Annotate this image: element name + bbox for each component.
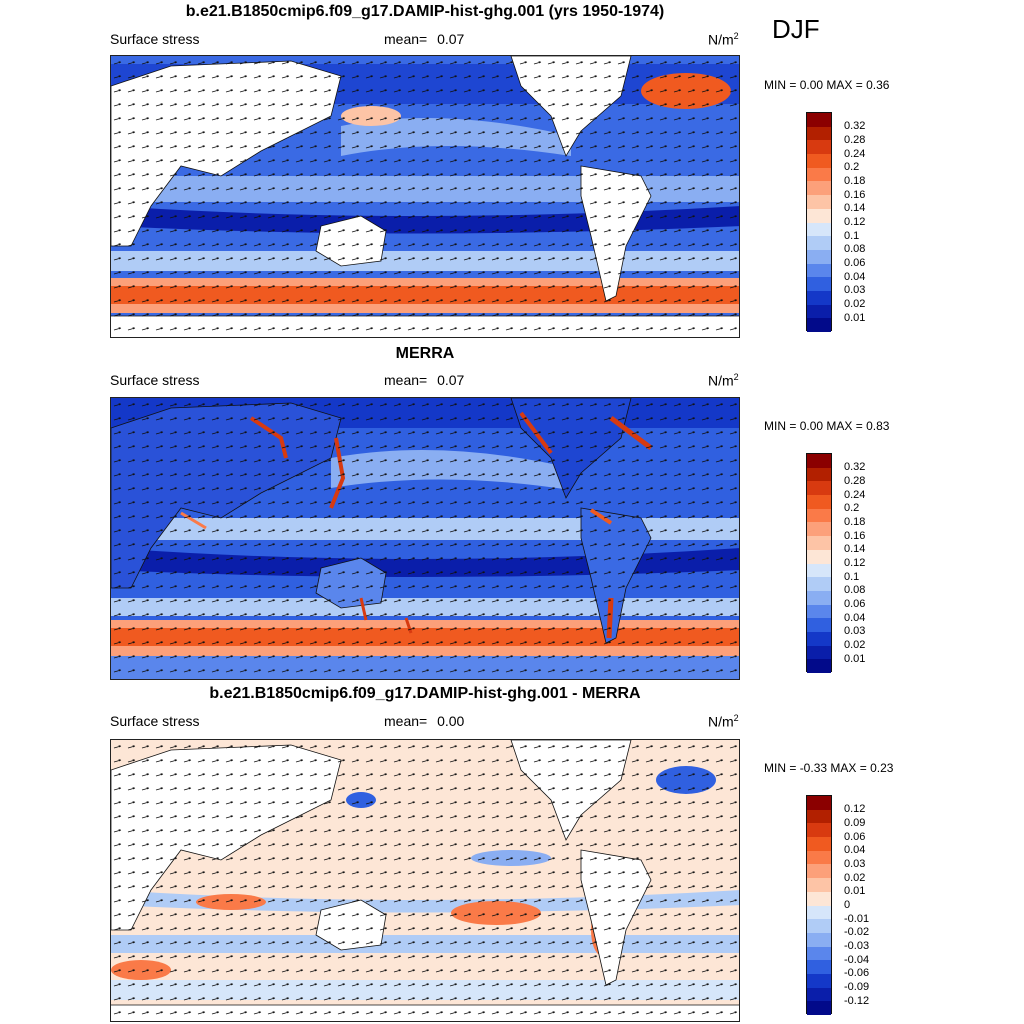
- panel-3-cbar-tick: 0.04: [844, 844, 866, 856]
- panel-2-cbar-tick: 0.1: [844, 571, 860, 583]
- panel-2-mean: mean= 0.07: [384, 372, 464, 388]
- panel-3-mean: mean= 0.00: [384, 713, 464, 729]
- panel-1-cbar-tick: 0.12: [844, 216, 866, 228]
- panel-2-units: N/m2: [708, 372, 739, 389]
- panel-3-mean-label: mean=: [384, 713, 428, 729]
- panel-3-cbar-tick: 0.06: [844, 831, 866, 843]
- panel-1-colorbar: [806, 112, 832, 332]
- panel-2-cbar-tick: 0.28: [844, 475, 866, 487]
- panel-3-cbar-tick: -0.04: [844, 954, 870, 966]
- panel-2-mean-value: 0.07: [437, 372, 465, 388]
- panel-1-cbar-tick: 0.02: [844, 298, 866, 310]
- panel-3-colorbar: [806, 795, 832, 1015]
- panel-1-cbar-tick: 0.18: [844, 175, 866, 187]
- panel-3-mean-value: 0.00: [437, 713, 465, 729]
- panel-1-minmax: MIN = 0.00 MAX = 0.36: [764, 78, 890, 92]
- panel-1-cbar-tick: 0.2: [844, 161, 860, 173]
- panel-1-mean: mean= 0.07: [384, 31, 464, 47]
- panel-1-title: b.e21.B1850cmip6.f09_g17.DAMIP-hist-ghg.…: [185, 3, 665, 20]
- panel-3-title: b.e21.B1850cmip6.f09_g17.DAMIP-hist-ghg.…: [209, 685, 641, 702]
- panel-2-map: [110, 397, 740, 680]
- panel-3-cbar-tick: -0.01: [844, 913, 870, 925]
- panel-3-map: [110, 739, 740, 1022]
- panel-2-cbar-tick: 0.01: [844, 653, 866, 665]
- panel-3-cbar-tick: 0.03: [844, 858, 866, 870]
- panel-3-cbar-tick: 0: [844, 899, 851, 911]
- panel-1-units: N/m2: [708, 31, 739, 48]
- season-label: DJF: [772, 14, 820, 44]
- panel-3-cbar-tick: -0.06: [844, 967, 870, 979]
- panel-2-cbar-tick: 0.08: [844, 584, 866, 596]
- panel-2-cbar-tick: 0.06: [844, 598, 866, 610]
- panel-3-cbar-tick: -0.03: [844, 940, 870, 952]
- panel-3-cbar-tick: -0.09: [844, 981, 870, 993]
- panel-1-cbar-tick: 0.08: [844, 243, 866, 255]
- panel-2-cbar-tick: 0.02: [844, 639, 866, 651]
- panel-1-cbar-tick: 0.1: [844, 230, 860, 242]
- panel-1-mean-value: 0.07: [437, 31, 465, 47]
- panel-2-mean-label: mean=: [384, 372, 428, 388]
- panel-2-title: MERRA: [395, 345, 455, 362]
- panel-1-map: [110, 55, 740, 338]
- panel-2-colorbar: [806, 453, 832, 673]
- panel-1-cbar-tick: 0.24: [844, 148, 866, 160]
- panel-1-cbar-tick: 0.04: [844, 271, 866, 283]
- panel-3-cbar-tick: -0.12: [844, 995, 870, 1007]
- panel-2-variable-label: Surface stress: [110, 372, 200, 388]
- panel-2-cbar-tick: 0.24: [844, 489, 866, 501]
- panel-3-cbar-tick: 0.12: [844, 803, 866, 815]
- panel-3-cbar-tick: 0.02: [844, 872, 866, 884]
- panel-2-minmax: MIN = 0.00 MAX = 0.83: [764, 419, 890, 433]
- panel-1-cbar-tick: 0.01: [844, 312, 866, 324]
- panel-3-cbar-tick: 0.09: [844, 817, 866, 829]
- panel-1-cbar-tick: 0.28: [844, 134, 866, 146]
- panel-2-cbar-tick: 0.32: [844, 461, 866, 473]
- panel-2-cbar-tick: 0.03: [844, 625, 866, 637]
- panel-1-cbar-tick: 0.03: [844, 284, 866, 296]
- panel-2-cbar-tick: 0.16: [844, 530, 866, 542]
- panel-1-cbar-tick: 0.32: [844, 120, 866, 132]
- panel-3-variable-label: Surface stress: [110, 713, 200, 729]
- panel-1-cbar-tick: 0.14: [844, 202, 866, 214]
- panel-3-minmax: MIN = -0.33 MAX = 0.23: [764, 761, 894, 775]
- panel-2-cbar-tick: 0.04: [844, 612, 866, 624]
- panel-3-cbar-tick: -0.02: [844, 926, 870, 938]
- panel-1-variable-label: Surface stress: [110, 31, 200, 47]
- panel-1-cbar-tick: 0.16: [844, 189, 866, 201]
- panel-2-cbar-tick: 0.2: [844, 502, 860, 514]
- panel-3-units: N/m2: [708, 713, 739, 730]
- panel-2-cbar-tick: 0.18: [844, 516, 866, 528]
- panel-1-cbar-tick: 0.06: [844, 257, 866, 269]
- panel-1-mean-label: mean=: [384, 31, 428, 47]
- panel-2-cbar-tick: 0.14: [844, 543, 866, 555]
- panel-2-cbar-tick: 0.12: [844, 557, 866, 569]
- panel-3-cbar-tick: 0.01: [844, 885, 866, 897]
